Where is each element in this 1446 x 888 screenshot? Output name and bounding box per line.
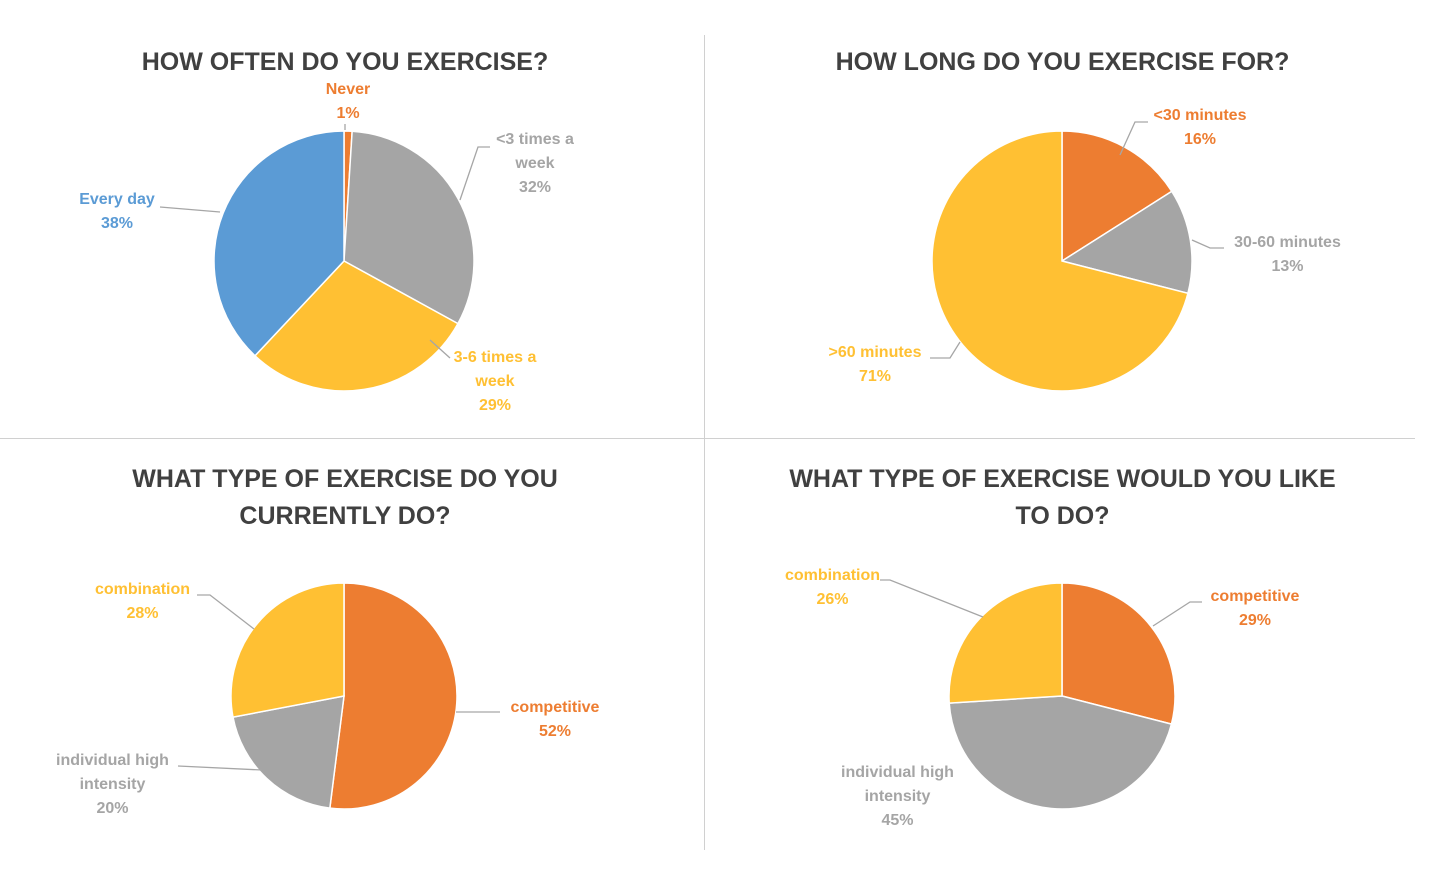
data-label-percent: 1% [336, 105, 360, 122]
data-label-percent: 26% [816, 591, 849, 608]
data-label-text: week [515, 155, 555, 172]
data-label-text: Every day [79, 191, 155, 208]
data-label-text: competitive [1210, 588, 1300, 605]
data-label-text: combination [94, 581, 191, 598]
data-label-text: week [475, 373, 515, 390]
data-label-text: 3-6 times a [453, 349, 537, 366]
data-label-text: <30 minutes [1153, 107, 1247, 124]
data-label-combination: combination 28% [80, 578, 205, 626]
data-label-text: <3 times a [496, 131, 574, 148]
data-label-percent: 13% [1271, 258, 1304, 275]
data-label-percent: 28% [126, 605, 159, 622]
slice-combination [230, 582, 345, 719]
data-label-text: individual high [56, 752, 169, 769]
data-label-percent: 38% [100, 215, 134, 232]
slice-competitive [329, 582, 458, 810]
data-label-30-minutes: <30 minutes 16% [1140, 104, 1260, 152]
vertical-divider [704, 35, 705, 850]
slice-competitive [1061, 582, 1176, 726]
data-label-combination: combination 26% [770, 564, 895, 612]
data-label-percent: 29% [478, 397, 512, 414]
slice-3-6-times-a-week [253, 260, 459, 392]
slice-individual-high-intensity [232, 695, 345, 809]
data-label-30-60-minutes: 30-60 minutes 13% [1220, 231, 1355, 279]
data-label-percent: 29% [1238, 612, 1272, 629]
horizontal-divider [0, 438, 1415, 439]
chart-title-2: HOW LONG DO YOU EXERCISE FOR? [835, 48, 1290, 76]
chart-title-1: HOW OFTEN DO YOU EXERCISE? [141, 48, 549, 76]
slice-individual-high-intensity [948, 695, 1173, 810]
leader-line-individual-high-intensity [177, 765, 263, 771]
data-label-percent: 32% [518, 179, 552, 196]
data-label-text: intensity [79, 776, 146, 793]
slice-60-minutes [931, 130, 1189, 392]
data-label-3-6-times-a-week: 3-6 times a week 29% [430, 346, 560, 418]
data-label-text: intensity [864, 788, 931, 805]
data-label-text: combination [784, 567, 881, 584]
chart-title-3: WHAT TYPE OF EXERCISE DO YOU CURRENTLY D… [132, 465, 558, 530]
leader-line-combination [880, 579, 984, 618]
slice-never [343, 130, 353, 262]
data-label-competitive: competitive 29% [1195, 585, 1315, 633]
data-label-text: individual high [841, 764, 954, 781]
data-label-text: competitive [510, 699, 600, 716]
data-label-text: >60 minutes [828, 344, 922, 361]
data-label-percent: 20% [96, 800, 129, 817]
slice-every-day [213, 130, 345, 357]
data-label-never: Never 1% [308, 78, 388, 126]
data-label-text: 30-60 minutes [1234, 234, 1341, 251]
data-label-every-day: Every day 38% [62, 188, 172, 236]
data-label-60-minutes: >60 minutes 71% [810, 341, 940, 389]
chart-title-4: WHAT TYPE OF EXERCISE WOULD YOU LIKE TO … [789, 465, 1336, 530]
data-label-percent: 45% [881, 812, 914, 829]
data-label-text: Never [325, 81, 371, 98]
data-label-competitive: competitive 52% [490, 696, 620, 744]
data-label-percent: 52% [538, 723, 572, 740]
data-label-individual-high-intensity: individual high intensity 45% [825, 761, 970, 833]
leader-line-combination [197, 594, 255, 630]
data-label-percent: 71% [858, 368, 892, 385]
data-label-percent: 16% [1183, 131, 1217, 148]
slice-combination [948, 582, 1063, 704]
slice-3-times-a-week [343, 130, 475, 325]
data-label-3-times-a-week: <3 times a week 32% [470, 128, 600, 200]
data-label-individual-high-intensity: individual high intensity 20% [40, 749, 185, 821]
slice-30-60-minutes [1060, 190, 1193, 295]
